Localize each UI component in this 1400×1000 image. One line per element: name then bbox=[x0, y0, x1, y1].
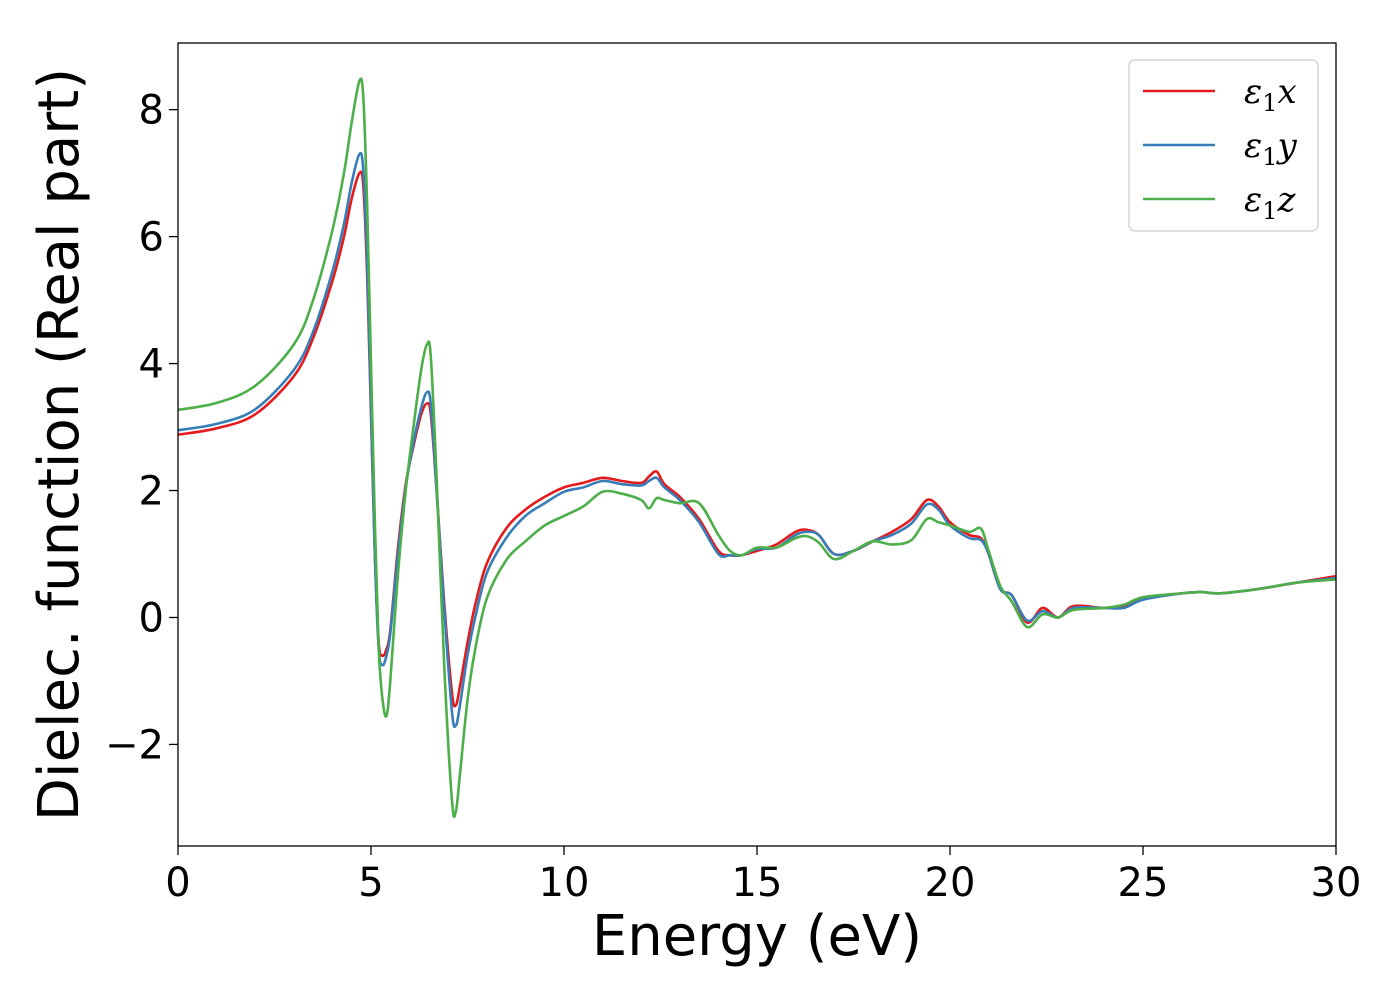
legend-label-y: ε1y bbox=[1244, 126, 1298, 171]
x-tick-label: 15 bbox=[732, 860, 783, 906]
x-tick-label: 5 bbox=[358, 860, 383, 906]
series-line-y bbox=[178, 151, 1336, 729]
x-tick-label: 25 bbox=[1118, 860, 1169, 906]
y-tick-label: −2 bbox=[105, 722, 164, 768]
y-axis-label: Dielec. function (Real part) bbox=[27, 68, 92, 821]
legend-label-x: ε1x bbox=[1244, 72, 1297, 117]
legend-label-z: ε1z bbox=[1244, 180, 1297, 225]
y-tick-label: 6 bbox=[139, 215, 164, 261]
y-tick-label: 8 bbox=[139, 88, 164, 134]
axis-ticks: 0 5 10 15 20 25 30 −2 0 2 4 6 8 bbox=[105, 88, 1361, 906]
y-tick-label: 4 bbox=[139, 342, 164, 388]
x-tick-label: 30 bbox=[1311, 860, 1362, 906]
y-tick-label: 2 bbox=[139, 469, 164, 515]
legend-box bbox=[1128, 59, 1319, 232]
x-axis-label: Energy (eV) bbox=[592, 904, 922, 969]
x-tick-label: 10 bbox=[539, 860, 590, 906]
x-tick-label: 0 bbox=[165, 860, 190, 906]
series-line-x bbox=[178, 170, 1336, 708]
series-lines bbox=[178, 77, 1336, 819]
series-line-z bbox=[178, 77, 1336, 819]
x-tick-label: 20 bbox=[925, 860, 976, 906]
y-tick-label: 0 bbox=[139, 595, 164, 641]
legend: ε1x ε1y ε1z bbox=[1128, 59, 1319, 232]
